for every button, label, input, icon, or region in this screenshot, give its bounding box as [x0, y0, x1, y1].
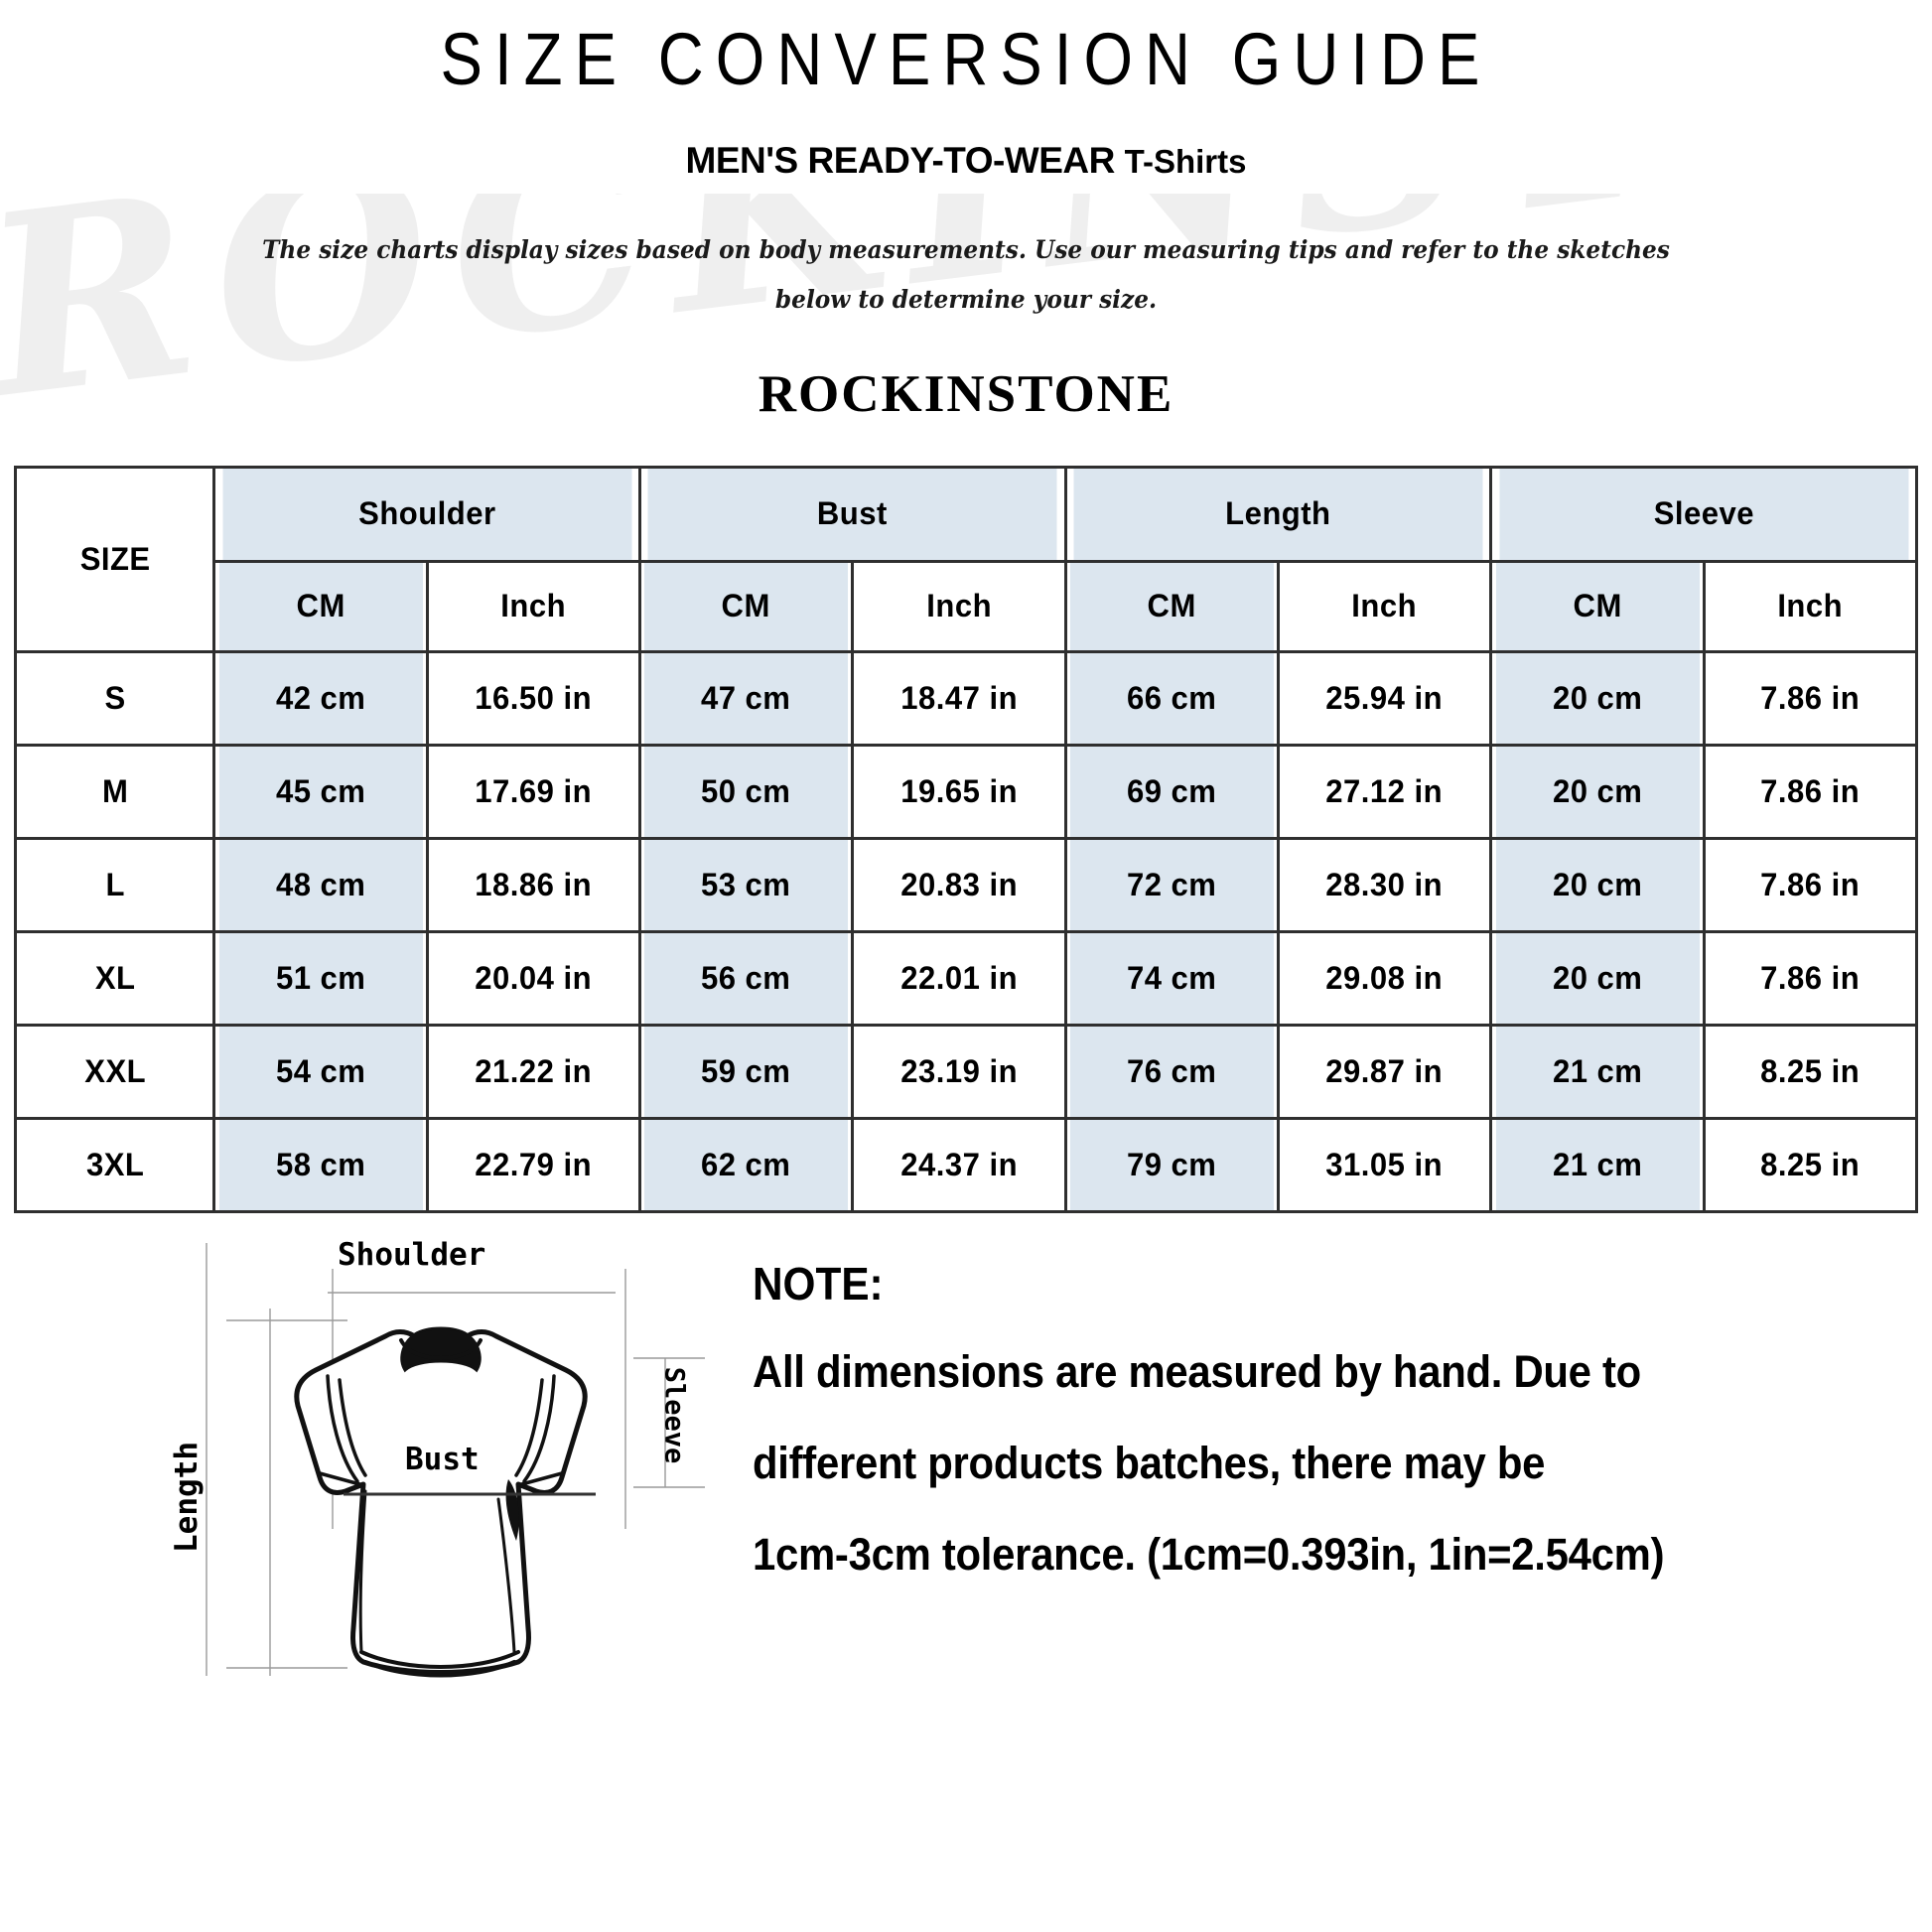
cell-length-inch: 29.87 in [1280, 1023, 1490, 1120]
description-block: The size charts display sizes based on b… [68, 225, 1864, 325]
tshirt-measurement-diagram: Shoulder Bust Length Sleeve [149, 1231, 705, 1698]
page-title: SIZE CONVERSION GUIDE [440, 18, 1492, 100]
cell-sleeve-cm: 20 cm [1492, 929, 1703, 1027]
bottom-section: Shoulder Bust Length Sleeve NOTE: All di… [0, 1231, 1932, 1698]
table-row: M 45 cm 17.69 in 50 cm 19.65 in 69 cm 27… [16, 743, 1917, 840]
header-cell-length: Length [1070, 465, 1486, 563]
cell-length-cm: 66 cm [1066, 649, 1277, 747]
header-block: SIZE CONVERSION GUIDE MEN'S READY-TO-WEA… [0, 0, 1932, 424]
cell-shoulder-inch: 21.22 in [428, 1023, 638, 1120]
row-size-label: 3XL [17, 1116, 213, 1213]
subtitle-product: T-Shirts [1124, 142, 1247, 180]
cell-shoulder-inch: 16.50 in [428, 649, 638, 747]
table-row: 3XL 58 cm 22.79 in 62 cm 24.37 in 79 cm … [16, 1116, 1917, 1213]
cell-bust-inch: 22.01 in [854, 929, 1064, 1027]
cell-length-inch: 27.12 in [1280, 743, 1490, 840]
note-line-1: All dimensions are measured by hand. Due… [753, 1345, 1641, 1397]
figure-label-bust: Bust [405, 1441, 480, 1477]
table-group-header-row: SIZE Shoulder Bust Length Sleeve [16, 465, 1917, 653]
cell-sleeve-cm: 21 cm [1492, 1116, 1703, 1213]
unit-cell-shoulder-inch: Inch [428, 559, 638, 653]
cell-bust-cm: 56 cm [641, 929, 852, 1027]
table-row: L 48 cm 18.86 in 53 cm 20.83 in 72 cm 28… [16, 836, 1917, 933]
cell-sleeve-cm: 21 cm [1492, 1023, 1703, 1120]
table-unit-row: CM Inch CM Inch CM Inch CM Inch [16, 559, 1917, 653]
subtitle-row: MEN'S READY-TO-WEAR T-Shirts [0, 140, 1932, 182]
unit-cell-sleeve-cm: CM [1492, 559, 1703, 653]
cell-length-inch: 28.30 in [1280, 836, 1490, 933]
subtitle-category: MEN'S READY-TO-WEAR [685, 139, 1116, 181]
cell-shoulder-cm: 54 cm [215, 1023, 426, 1120]
brand-name: ROCKINSTONE [758, 364, 1174, 423]
row-size-label: L [17, 836, 213, 933]
cell-shoulder-inch: 18.86 in [428, 836, 638, 933]
cell-length-cm: 72 cm [1066, 836, 1277, 933]
unit-cell-length-inch: Inch [1280, 559, 1490, 653]
cell-bust-inch: 20.83 in [854, 836, 1064, 933]
cell-shoulder-inch: 22.79 in [428, 1116, 638, 1213]
cell-length-cm: 74 cm [1066, 929, 1277, 1027]
cell-bust-inch: 19.65 in [854, 743, 1064, 840]
figure-label-shoulder: Shoulder [338, 1236, 486, 1273]
cell-bust-inch: 23.19 in [854, 1023, 1064, 1120]
cell-shoulder-cm: 42 cm [215, 649, 426, 747]
note-title: NOTE: [753, 1257, 884, 1310]
description-line-2: below to determine your size. [774, 284, 1158, 314]
row-size-label: S [17, 649, 213, 747]
cell-length-inch: 31.05 in [1280, 1116, 1490, 1213]
cell-sleeve-inch: 7.86 in [1705, 649, 1915, 747]
note-line-3: 1cm-3cm tolerance. (1cm=0.393in, 1in=2.5… [753, 1528, 1665, 1580]
cell-shoulder-cm: 58 cm [215, 1116, 426, 1213]
cell-bust-cm: 50 cm [641, 743, 852, 840]
header-cell-bust: Bust [644, 465, 1061, 563]
size-conversion-table: SIZE Shoulder Bust Length Sleeve CM Inch… [14, 465, 1918, 1213]
cell-bust-cm: 53 cm [641, 836, 852, 933]
table-row: XL 51 cm 20.04 in 56 cm 22.01 in 74 cm 2… [16, 929, 1917, 1027]
note-line-2: different products batches, there may be [753, 1437, 1546, 1488]
cell-sleeve-cm: 20 cm [1492, 649, 1703, 747]
unit-cell-bust-cm: CM [641, 559, 852, 653]
cell-shoulder-cm: 51 cm [215, 929, 426, 1027]
note-block: NOTE: All dimensions are measured by han… [705, 1231, 1932, 1620]
cell-bust-inch: 24.37 in [854, 1116, 1064, 1213]
size-guide-page: SIZE CONVERSION GUIDE MEN'S READY-TO-WEA… [0, 0, 1932, 1698]
unit-cell-sleeve-inch: Inch [1705, 559, 1915, 653]
cell-sleeve-inch: 7.86 in [1705, 743, 1915, 840]
cell-length-cm: 79 cm [1066, 1116, 1277, 1213]
cell-length-inch: 25.94 in [1280, 649, 1490, 747]
cell-shoulder-inch: 17.69 in [428, 743, 638, 840]
table-row: XXL 54 cm 21.22 in 59 cm 23.19 in 76 cm … [16, 1023, 1917, 1120]
row-size-label: XXL [17, 1023, 213, 1120]
figure-label-length: Length [168, 1441, 205, 1553]
cell-sleeve-inch: 7.86 in [1705, 836, 1915, 933]
cell-length-cm: 76 cm [1066, 1023, 1277, 1120]
cell-length-inch: 29.08 in [1280, 929, 1490, 1027]
header-cell-sleeve: Sleeve [1495, 465, 1912, 563]
cell-bust-cm: 62 cm [641, 1116, 852, 1213]
cell-sleeve-inch: 7.86 in [1705, 929, 1915, 1027]
cell-sleeve-cm: 20 cm [1492, 836, 1703, 933]
unit-cell-bust-inch: Inch [854, 559, 1064, 653]
cell-bust-inch: 18.47 in [854, 649, 1064, 747]
cell-shoulder-cm: 48 cm [215, 836, 426, 933]
figure-label-sleeve: Sleeve [658, 1366, 690, 1463]
cell-sleeve-inch: 8.25 in [1705, 1023, 1915, 1120]
unit-cell-shoulder-cm: CM [215, 559, 426, 653]
row-size-label: XL [17, 929, 213, 1027]
table-row: S 42 cm 16.50 in 47 cm 18.47 in 66 cm 25… [16, 649, 1917, 747]
cell-shoulder-inch: 20.04 in [428, 929, 638, 1027]
cell-length-cm: 69 cm [1066, 743, 1277, 840]
size-table-container: SIZE Shoulder Bust Length Sleeve CM Inch… [0, 465, 1932, 1213]
header-cell-shoulder: Shoulder [218, 465, 635, 563]
header-cell-size: SIZE [17, 465, 213, 653]
row-size-label: M [17, 743, 213, 840]
cell-sleeve-cm: 20 cm [1492, 743, 1703, 840]
cell-shoulder-cm: 45 cm [215, 743, 426, 840]
unit-cell-length-cm: CM [1066, 559, 1277, 653]
cell-bust-cm: 59 cm [641, 1023, 852, 1120]
cell-sleeve-inch: 8.25 in [1705, 1116, 1915, 1213]
cell-bust-cm: 47 cm [641, 649, 852, 747]
description-line-1: The size charts display sizes based on b… [262, 234, 1670, 264]
